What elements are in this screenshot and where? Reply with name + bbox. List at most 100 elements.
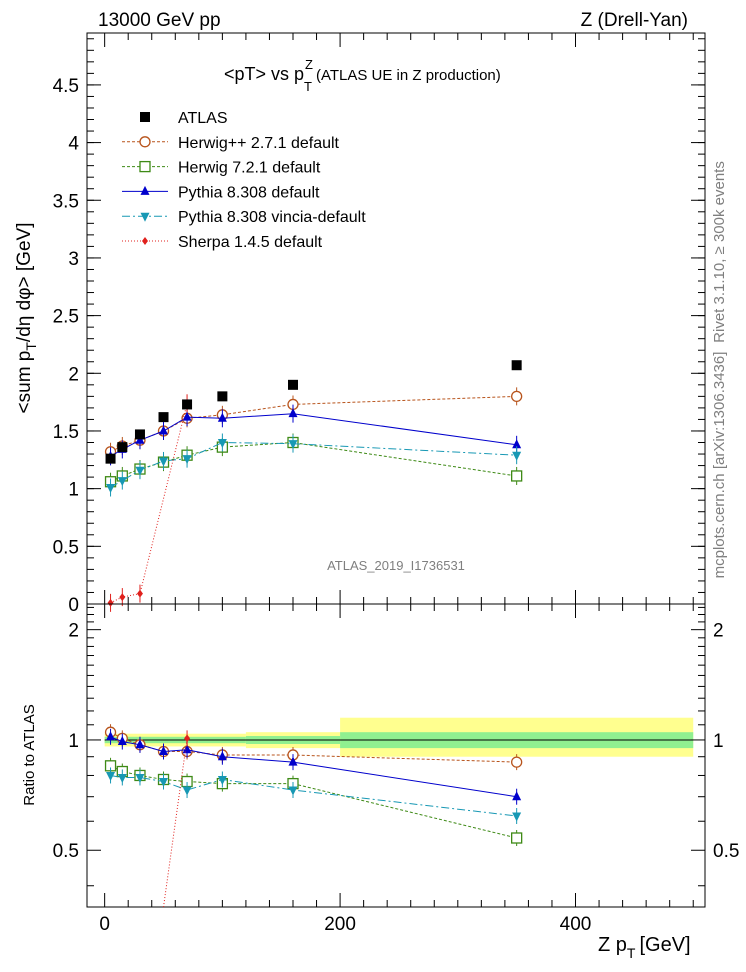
ratio-point bbox=[511, 832, 523, 844]
legend-label: Herwig 7.2.1 default bbox=[178, 160, 321, 177]
top-line-herwig-2-7-1-default bbox=[110, 395, 517, 453]
top-y-tick-label: 4.5 bbox=[53, 76, 79, 97]
plot-title-suffix: (ATLAS UE in Z production) bbox=[316, 67, 501, 84]
top-point bbox=[511, 470, 523, 482]
x-tick-label: 400 bbox=[560, 914, 592, 935]
top-point bbox=[107, 598, 114, 607]
top-point bbox=[512, 439, 522, 449]
ratio-point bbox=[117, 736, 127, 746]
top-y-tick-label: 3 bbox=[68, 249, 79, 270]
plot-title-main: <pT> vs p bbox=[224, 64, 304, 84]
top-y-tick-label: 0.5 bbox=[53, 537, 79, 558]
top-y-tick-label: 1 bbox=[68, 480, 79, 501]
x-axis-label: Z pT [GeV] bbox=[598, 934, 691, 961]
x-axis-label-suffix: [GeV] bbox=[639, 934, 690, 956]
legend-marker bbox=[139, 136, 151, 148]
top-series-layer bbox=[104, 360, 523, 612]
legend: ATLAS Herwig++ 2.7.1 default Herwig 7.2.1 … bbox=[122, 110, 366, 251]
legend-label: Sherpa 1.4.5 default bbox=[178, 234, 323, 251]
legend-marker bbox=[139, 160, 151, 173]
ratio-point bbox=[217, 775, 227, 785]
ratio-point bbox=[182, 744, 192, 754]
header-right: Z (Drell-Yan) bbox=[581, 10, 688, 31]
atlas-data-point bbox=[158, 412, 169, 423]
ratio-y-tick-label: 0.5 bbox=[53, 841, 79, 862]
ratio-line-sherpa-1-4-5-default bbox=[163, 738, 188, 908]
legend-label: ATLAS bbox=[178, 110, 228, 127]
analysis-watermark: ATLAS_2019_I1736531 bbox=[327, 558, 465, 573]
ratio-y-tick-label-right: 2 bbox=[713, 621, 724, 642]
top-y-axis-label: <sum pT/dη dφ> [GeV] bbox=[14, 223, 39, 414]
ratio-point bbox=[135, 773, 145, 783]
ratio-point bbox=[511, 756, 523, 768]
top-y-axis-label-sub: T bbox=[23, 342, 39, 351]
top-point bbox=[159, 425, 169, 435]
top-y-tick-label: 1.5 bbox=[53, 422, 79, 443]
atlas-data-point bbox=[511, 360, 522, 371]
top-point bbox=[288, 408, 298, 418]
ratio-uncertainty-bands bbox=[104, 717, 694, 757]
atlas-data-point bbox=[217, 391, 228, 402]
top-y-axis-label-suffix: /dη dφ> [GeV] bbox=[14, 223, 35, 343]
top-point bbox=[136, 589, 143, 598]
legend-marker bbox=[140, 212, 150, 222]
top-point bbox=[119, 593, 126, 602]
top-y-axis-label-main: <sum p bbox=[14, 351, 35, 414]
ratio-point bbox=[159, 778, 169, 788]
top-line-pythia-8-308-default bbox=[110, 413, 517, 457]
ratio-point bbox=[106, 731, 116, 741]
x-axis-label-sub: T bbox=[627, 945, 636, 961]
atlas-data-point bbox=[182, 399, 193, 410]
x-tick-label: 0 bbox=[99, 914, 110, 935]
ratio-point bbox=[117, 773, 127, 783]
top-point bbox=[182, 411, 192, 421]
ratio-point bbox=[184, 734, 191, 743]
top-point bbox=[217, 412, 227, 422]
mcplots-label: mcplots.cern.ch [arXiv:1306.3436] bbox=[711, 352, 728, 579]
top-line-herwig-7-2-1-default bbox=[110, 441, 517, 483]
top-line-sherpa-1-4-5-default bbox=[110, 403, 188, 604]
ratio-axis-ticks: 0.5 0.5 1 1 2 2 0 200 400 bbox=[53, 604, 739, 935]
top-y-tick-label: 3.5 bbox=[53, 191, 79, 212]
x-axis-label-main: Z p bbox=[598, 934, 627, 956]
top-point bbox=[512, 451, 522, 461]
legend-label: Herwig++ 2.7.1 default bbox=[178, 135, 340, 152]
x-tick-label: 200 bbox=[324, 914, 356, 935]
top-y-tick-label: 2 bbox=[68, 364, 79, 385]
ratio-y-axis-label: Ratio to ATLAS bbox=[21, 704, 38, 805]
top-point bbox=[106, 483, 116, 493]
ratio-point bbox=[106, 771, 116, 781]
legend-marker bbox=[142, 237, 148, 245]
plot-title-sub: T bbox=[304, 79, 312, 94]
atlas-data-point bbox=[288, 379, 298, 390]
top-axis-ticks: 0 0.5 1 1.5 2 2.5 3 3.5 4 4.5 bbox=[53, 33, 705, 616]
legend-label: Pythia 8.308 default bbox=[178, 184, 320, 201]
plot-title-sup: Z bbox=[305, 57, 313, 72]
top-y-tick-label: 0 bbox=[68, 595, 79, 616]
ratio-point bbox=[288, 756, 298, 766]
top-line-pythia-8-308-vincia-default bbox=[110, 441, 517, 488]
top-y-tick-label: 2.5 bbox=[53, 307, 79, 328]
legend-marker bbox=[140, 112, 150, 122]
atlas-data-point bbox=[134, 429, 145, 440]
ratio-point bbox=[182, 786, 192, 796]
ratio-plot-frame bbox=[86, 603, 706, 908]
ratio-y-tick-label-right: 0.5 bbox=[713, 841, 739, 862]
ratio-point bbox=[512, 812, 522, 822]
ratio-series-layer bbox=[104, 724, 523, 908]
plot-title: <pT> vs pZ T (ATLAS UE in Z production) bbox=[224, 57, 501, 94]
ratio-point bbox=[217, 751, 227, 761]
atlas-data-point bbox=[117, 442, 128, 453]
top-point bbox=[117, 477, 127, 487]
ratio-point bbox=[135, 739, 145, 749]
top-point bbox=[135, 466, 145, 476]
ratio-point bbox=[159, 746, 169, 756]
ratio-line-pythia-8-308-vincia-default bbox=[110, 775, 517, 817]
ratio-y-tick-label: 2 bbox=[68, 621, 79, 642]
ratio-point bbox=[288, 786, 298, 796]
ratio-y-tick-label-right: 1 bbox=[713, 731, 724, 752]
ratio-point bbox=[512, 791, 522, 801]
ratio-y-tick-label: 1 bbox=[68, 731, 79, 752]
header-left: 13000 GeV pp bbox=[98, 10, 221, 31]
top-y-tick-label: 4 bbox=[68, 134, 79, 155]
